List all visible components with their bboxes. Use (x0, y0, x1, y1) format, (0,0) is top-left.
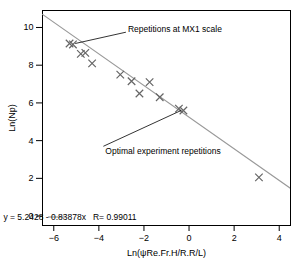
svg-text:Repetitions at MX1 scale: Repetitions at MX1 scale (128, 24, 222, 34)
svg-text:−4: −4 (94, 233, 104, 243)
svg-text:8: 8 (28, 60, 33, 70)
svg-text:10: 10 (23, 22, 33, 32)
svg-text:4: 4 (277, 233, 282, 243)
svg-text:0: 0 (187, 233, 192, 243)
svg-text:−6: −6 (49, 233, 59, 243)
svg-text:Optimal experiment repetitions: Optimal experiment repetitions (105, 146, 220, 156)
svg-text:Ln(ψRe.Fr.H/R.R/L): Ln(ψRe.Fr.H/R.R/L) (127, 248, 206, 258)
svg-text:−2: −2 (139, 233, 149, 243)
svg-text:6: 6 (28, 98, 33, 108)
svg-text:4: 4 (28, 136, 33, 146)
svg-text:Ln(Np): Ln(Np) (7, 104, 17, 132)
svg-text:2: 2 (232, 233, 237, 243)
svg-text:2: 2 (28, 173, 33, 183)
svg-text:y = 5.2428 - 0.83878x R= 0.9: y = 5.2428 - 0.83878x R= 0.99011 (3, 212, 136, 222)
